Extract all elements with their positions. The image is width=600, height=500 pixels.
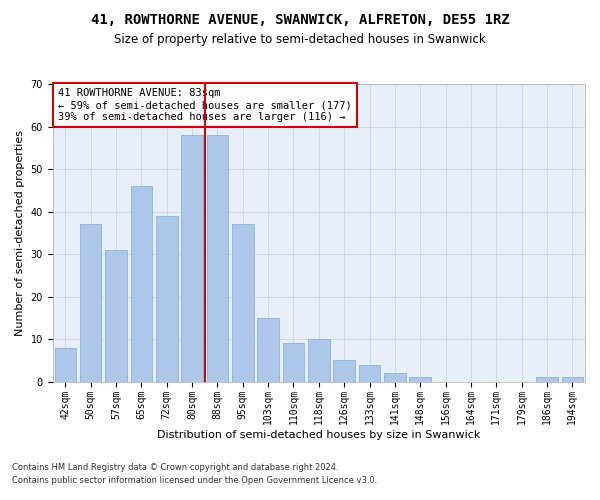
Bar (156, 216, 178, 382)
Bar (232, 224, 254, 382)
Text: Contains HM Land Registry data © Crown copyright and database right 2024.: Contains HM Land Registry data © Crown c… (12, 464, 338, 472)
Bar (206, 135, 228, 382)
Bar (409, 378, 431, 382)
Text: 41, ROWTHORNE AVENUE, SWANWICK, ALFRETON, DE55 1RZ: 41, ROWTHORNE AVENUE, SWANWICK, ALFRETON… (91, 12, 509, 26)
X-axis label: Distribution of semi-detached houses by size in Swanwick: Distribution of semi-detached houses by … (157, 430, 481, 440)
Bar (181, 135, 203, 382)
Bar (105, 250, 127, 382)
Text: 41 ROWTHORNE AVENUE: 83sqm
← 59% of semi-detached houses are smaller (177)
39% o: 41 ROWTHORNE AVENUE: 83sqm ← 59% of semi… (58, 88, 352, 122)
Bar (257, 318, 279, 382)
Bar (334, 360, 355, 382)
Bar (80, 224, 101, 382)
Bar (359, 364, 380, 382)
Text: Size of property relative to semi-detached houses in Swanwick: Size of property relative to semi-detach… (114, 32, 486, 46)
Bar (562, 378, 583, 382)
Bar (536, 378, 558, 382)
Bar (308, 339, 329, 382)
Bar (55, 348, 76, 382)
Text: Contains public sector information licensed under the Open Government Licence v3: Contains public sector information licen… (12, 476, 377, 485)
Bar (283, 344, 304, 382)
Bar (131, 186, 152, 382)
Y-axis label: Number of semi-detached properties: Number of semi-detached properties (15, 130, 25, 336)
Bar (384, 373, 406, 382)
